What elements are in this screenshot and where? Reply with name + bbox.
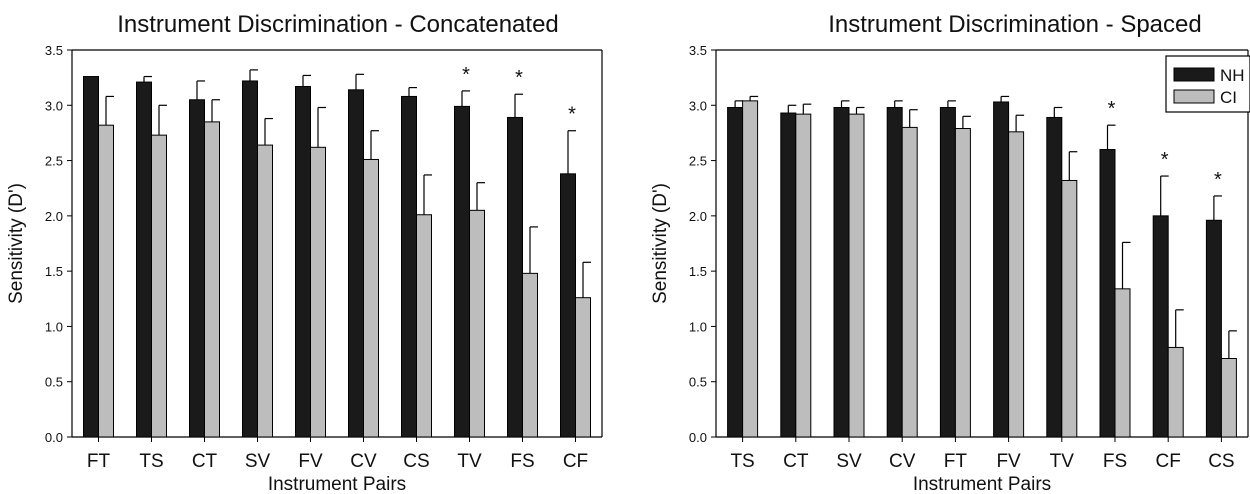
bar-nh (833, 106, 850, 438)
bar-nh (993, 101, 1010, 438)
bar-ci (795, 113, 812, 438)
bar-nh (507, 116, 523, 438)
bar-nh (727, 106, 744, 438)
bar-nh (1205, 219, 1222, 438)
x-tick-label: FV (996, 451, 1021, 472)
bar-nh (242, 80, 258, 438)
x-tick-label: CS (1208, 451, 1234, 472)
bar-ci (742, 100, 759, 438)
bar-ci (98, 124, 114, 438)
x-tick-label: FS (510, 451, 534, 472)
bar-ci (1114, 288, 1131, 438)
x-tick-label: SV (245, 451, 271, 472)
bar-nh (1099, 149, 1116, 438)
y-tick-label: 3.5 (45, 43, 63, 58)
bar-nh (886, 106, 903, 438)
bar-ci (1008, 131, 1025, 438)
x-tick-label: CF (1156, 451, 1181, 472)
legend: NH CI (1165, 55, 1250, 113)
bar-ci (1167, 346, 1184, 438)
bar-ci (151, 134, 167, 438)
x-tick-label: CS (403, 451, 429, 472)
y-tick-label: 2.0 (689, 209, 707, 224)
x-tick-label: CV (889, 451, 916, 472)
y-tick-label: 1.0 (45, 319, 63, 334)
bar-nh (939, 106, 956, 438)
significance-marker: * (1108, 98, 1116, 120)
bar-ci (848, 113, 865, 438)
bar-nh (454, 105, 470, 438)
significance-marker: * (515, 67, 523, 89)
bar-ci (522, 272, 538, 438)
y-tick-label: 1.5 (689, 264, 707, 279)
bar-nh (189, 99, 205, 438)
significance-marker: * (462, 64, 470, 86)
bar-nh (1046, 116, 1063, 438)
bar-nh (780, 112, 797, 438)
bar-ci (469, 209, 485, 438)
legend-swatch-nh (1173, 67, 1215, 82)
bar-ci (901, 126, 918, 438)
bar-ci (204, 121, 220, 438)
bar-nh (560, 173, 576, 438)
x-tick-label: CT (192, 451, 218, 472)
x-tick-label: FT (944, 451, 968, 472)
chart-1: Instrument Discrimination - Concatenated… (6, 11, 603, 494)
x-tick-label: TS (730, 451, 754, 472)
x-tick-label: CV (350, 451, 377, 472)
y-tick-label: 3.0 (45, 98, 63, 113)
bar-nh (295, 85, 311, 438)
bar-ci (363, 158, 379, 438)
y-tick-label: 1.0 (689, 319, 707, 334)
y-tick-label: 0.0 (45, 430, 63, 445)
x-tick-label: SV (836, 451, 862, 472)
y-axis-label: Sensitivity (D') (6, 183, 27, 304)
y-tick-label: 2.0 (45, 209, 63, 224)
significance-marker: * (1214, 169, 1222, 191)
bar-nh (401, 95, 417, 438)
x-tick-label: CF (563, 451, 588, 472)
bar-ci (310, 146, 326, 438)
legend-label-nh: NH (1220, 66, 1245, 85)
x-tick-label: FS (1103, 451, 1127, 472)
bar-ci (575, 297, 591, 438)
y-axis-label: Sensitivity (D') (650, 183, 671, 304)
bar-ci (954, 128, 971, 438)
bar-nh (136, 81, 152, 438)
chart-title: Instrument Discrimination - Concatenated (117, 11, 559, 38)
y-tick-label: 0.5 (689, 375, 707, 390)
significance-marker: * (1161, 149, 1169, 171)
bar-ci (1220, 357, 1237, 438)
bar-nh (83, 76, 99, 438)
legend-label-ci: CI (1220, 88, 1237, 107)
y-tick-label: 0.5 (45, 375, 63, 390)
significance-marker: * (568, 104, 576, 126)
x-tick-label: FT (87, 451, 111, 472)
bar-nh (1152, 215, 1169, 438)
x-tick-label: CT (783, 451, 809, 472)
chart-title: Instrument Discrimination - Spaced (828, 11, 1201, 38)
y-tick-label: 1.5 (45, 264, 63, 279)
x-axis-label: Instrument Pairs (913, 474, 1051, 494)
bar-ci (416, 214, 432, 438)
y-tick-label: 3.0 (689, 98, 707, 113)
bar-nh (348, 89, 364, 438)
y-tick-label: 2.5 (689, 154, 707, 169)
x-tick-label: FV (298, 451, 323, 472)
legend-swatch-ci (1173, 89, 1215, 104)
x-tick-label: TV (457, 451, 482, 472)
x-axis-label: Instrument Pairs (268, 474, 406, 494)
y-tick-label: 2.5 (45, 154, 63, 169)
bar-ci (1061, 179, 1078, 438)
x-tick-label: TV (1050, 451, 1075, 472)
x-tick-label: TS (139, 451, 163, 472)
y-tick-label: 0.0 (689, 430, 707, 445)
bar-ci (257, 144, 273, 438)
chart-2: Instrument Discrimination - Spaced Sensit… (650, 11, 1250, 494)
y-tick-label: 3.5 (689, 43, 707, 58)
